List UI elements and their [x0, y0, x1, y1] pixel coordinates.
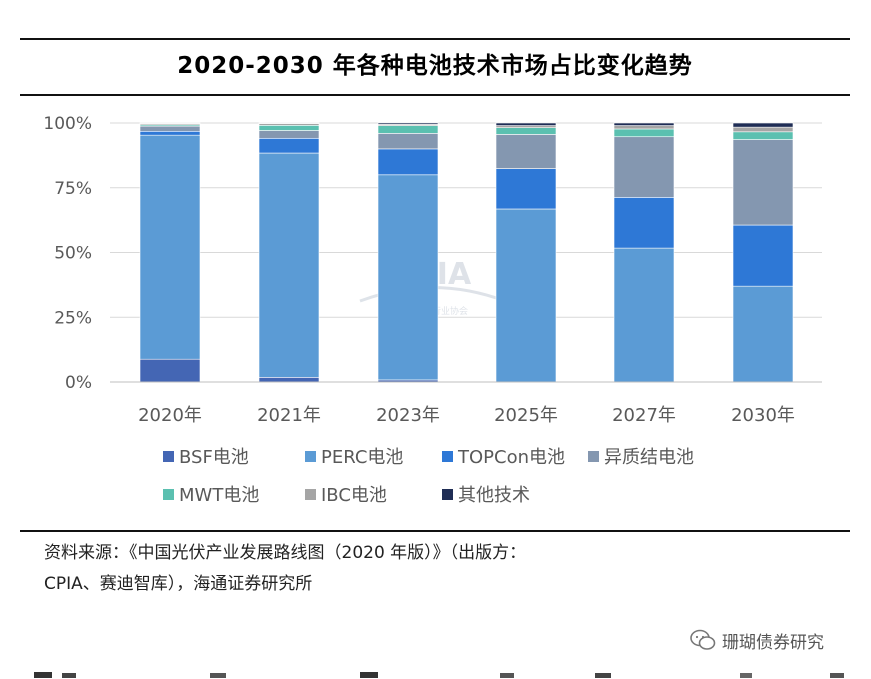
legend-label: TOPCon电池 [457, 447, 565, 468]
legend-swatch [305, 489, 316, 500]
bar-segment [258, 152, 320, 378]
legend-label: MWT电池 [179, 485, 259, 506]
bar-segment [377, 122, 439, 125]
bar-segment [495, 168, 557, 210]
bar-segment [495, 134, 557, 169]
bar-segment [732, 126, 794, 133]
bar-segment [495, 208, 557, 383]
cropped-text-strip [34, 672, 844, 678]
x-tick-label: 2025年 [494, 405, 558, 426]
legend-swatch [588, 451, 599, 462]
bar-segment [732, 285, 794, 383]
top-rule [20, 38, 850, 40]
source-note: 资料来源：《中国光伏产业发展路线图（2020 年版）》（出版方： CPIA、赛迪… [44, 538, 844, 600]
x-tick-label: 2030年 [731, 405, 795, 426]
bar-segment [613, 128, 675, 138]
bar-segment [139, 122, 201, 124]
bar-segment [377, 133, 439, 150]
y-tick-label: 75% [54, 179, 92, 199]
bar-segment [139, 134, 201, 360]
y-tick-label: 0% [65, 373, 92, 393]
bar-segment [732, 122, 794, 128]
wechat-account-name: 珊瑚债券研究 [722, 632, 824, 653]
bar-segment [258, 130, 320, 139]
bar-segment [258, 377, 320, 383]
bar-segment [732, 131, 794, 140]
bar-segment [732, 224, 794, 287]
bar-segment [258, 137, 320, 154]
source-line-2: CPIA、赛迪智库），海通证券研究所 [44, 574, 313, 594]
legend-swatch [163, 451, 174, 462]
chart-title: 2020-2030 年各种电池技术市场占比变化趋势 [177, 53, 693, 79]
legend-label: 其他技术 [458, 485, 530, 506]
bar-segment [613, 125, 675, 130]
bar-segment [377, 148, 439, 176]
bar-segment [258, 125, 320, 131]
legend-label: PERC电池 [321, 447, 403, 468]
source-line-1: 资料来源：《中国光伏产业发展路线图（2020 年版）》（出版方： [44, 543, 527, 563]
x-tick-label: 2023年 [376, 405, 440, 426]
legend-label: IBC电池 [321, 485, 387, 506]
bar-segment [613, 136, 675, 198]
stacked-bar-chart: 0%25%50%75%100%CPIA中国光伏行业协会2020年2021年202… [43, 114, 822, 506]
y-tick-label: 25% [54, 308, 92, 328]
legend-label: 异质结电池 [604, 447, 694, 468]
y-tick-label: 50% [54, 244, 92, 264]
wechat-watermark: 珊瑚债券研究 [690, 628, 824, 653]
legend-label: BSF电池 [179, 447, 249, 468]
bar-segment [732, 139, 794, 226]
title-rule [20, 94, 850, 96]
bar-segment [377, 125, 439, 134]
bar-segment [139, 125, 201, 132]
bottom-rule [20, 530, 850, 532]
bar-segment [495, 125, 557, 128]
legend-swatch [305, 451, 316, 462]
x-tick-label: 2021年 [257, 405, 321, 426]
bar-segment [377, 174, 439, 381]
x-tick-label: 2027年 [612, 405, 676, 426]
y-tick-label: 100% [43, 114, 92, 134]
bar-segment [139, 130, 201, 136]
wechat-icon [690, 629, 716, 650]
x-tick-label: 2020年 [138, 405, 202, 426]
bar-segment [495, 122, 557, 126]
bar-segment [258, 122, 320, 124]
bar-segment [613, 122, 675, 126]
bar-segment [613, 247, 675, 383]
bar-segment [613, 197, 675, 249]
bar-segment [139, 358, 201, 383]
legend-swatch [163, 489, 174, 500]
legend-swatch [442, 489, 453, 500]
legend-swatch [442, 451, 453, 462]
bar-segment [495, 127, 557, 135]
